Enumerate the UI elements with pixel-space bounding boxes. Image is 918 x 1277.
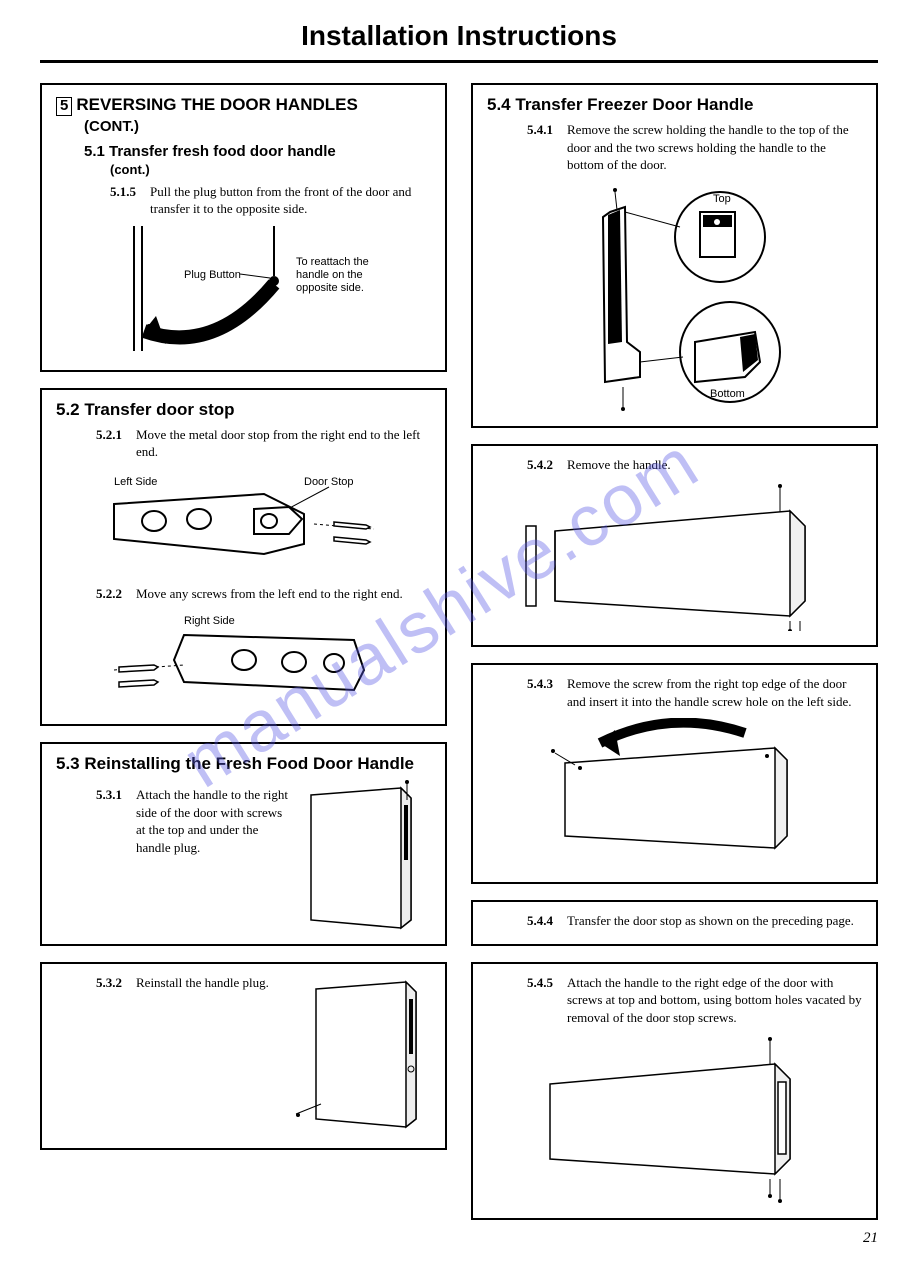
step-text: Attach the handle to the right edge of t… xyxy=(567,974,862,1027)
step-5-2-1: 5.2.1 Move the metal door stop from the … xyxy=(96,426,431,461)
figure-door-stop-left: Left Side Door Stop xyxy=(56,469,431,579)
fig-doorstop: Door Stop xyxy=(304,476,354,488)
sub-5-1-cont: (cont.) xyxy=(110,162,431,177)
step-5-4-3: 5.4.3 Remove the screw from the right to… xyxy=(527,675,862,710)
step-text: Remove the screw from the right top edge… xyxy=(567,675,862,710)
main-section-num: 5 xyxy=(56,97,72,116)
main-section-title: 5 REVERSING THE DOOR HANDLES xyxy=(56,95,431,116)
fig-plug-label: Plug Button xyxy=(184,269,241,281)
sub-5-1-title: 5.1 Transfer fresh food door handle xyxy=(84,143,431,160)
right-column: 5.4 Transfer Freezer Door Handle 5.4.1 R… xyxy=(471,83,878,1220)
main-section-text: REVERSING THE DOOR HANDLES xyxy=(76,95,357,116)
fig-top-label: Top xyxy=(713,193,731,205)
fig-bottom-label: Bottom xyxy=(710,388,745,400)
step-text: Attach the handle to the right side of t… xyxy=(136,786,291,930)
box-5-4-4: 5.4.4 Transfer the door stop as shown on… xyxy=(471,900,878,946)
step-text: Remove the screw holding the handle to t… xyxy=(567,121,862,174)
page-title: Installation Instructions xyxy=(40,20,878,63)
sub-5-3-title: 5.3 Reinstalling the Fresh Food Door Han… xyxy=(56,754,431,774)
box-5-3-2: 5.3.2 Reinstall the handle plug. xyxy=(40,962,447,1150)
step-5-4-1: 5.4.1 Remove the screw holding the handl… xyxy=(527,121,862,174)
sub-5-2-title: 5.2 Transfer door stop xyxy=(56,400,431,420)
step-text: Move the metal door stop from the right … xyxy=(136,426,431,461)
fig-reattach-label: To reattach the handle on the opposite s… xyxy=(296,256,391,296)
step-num: 5.4.3 xyxy=(527,675,561,710)
step-num: 5.2.1 xyxy=(96,426,130,461)
box-5-2: 5.2 Transfer door stop 5.2.1 Move the me… xyxy=(40,388,447,727)
figure-reinstall-door xyxy=(301,780,431,930)
step-text: Pull the plug button from the front of t… xyxy=(150,183,431,218)
step-text: Transfer the door stop as shown on the p… xyxy=(567,912,862,930)
step-5-1-5: 5.1.5 Pull the plug button from the fron… xyxy=(110,183,431,218)
figure-plug-button: Plug Button To reattach the handle on th… xyxy=(56,226,431,356)
content-columns: 5 REVERSING THE DOOR HANDLES (CONT.) 5.1… xyxy=(40,83,878,1220)
figure-door-stop-right: Right Side xyxy=(56,610,431,710)
step-5-3-2: 5.3.2 Reinstall the handle plug. xyxy=(96,974,281,1134)
step-5-3-1: 5.3.1 Attach the handle to the right sid… xyxy=(96,786,291,930)
box-5-3: 5.3 Reinstalling the Fresh Food Door Han… xyxy=(40,742,447,946)
figure-freezer-handle: Top Bottom xyxy=(487,182,862,412)
step-5-4-5: 5.4.5 Attach the handle to the right edg… xyxy=(527,974,862,1027)
step-num: 5.3.2 xyxy=(96,974,130,1134)
step-text: Reinstall the handle plug. xyxy=(136,974,281,1134)
figure-transfer-screw xyxy=(487,718,862,868)
step-5-4-4: 5.4.4 Transfer the door stop as shown on… xyxy=(527,912,862,930)
step-text: Remove the handle. xyxy=(567,456,862,474)
figure-handle-plug xyxy=(291,974,431,1134)
figure-remove-handle xyxy=(487,481,862,631)
step-text: Move any screws from the left end to the… xyxy=(136,585,431,603)
fig-rightside: Right Side xyxy=(184,615,235,627)
step-num: 5.4.1 xyxy=(527,121,561,174)
step-5-4-2: 5.4.2 Remove the handle. xyxy=(527,456,862,474)
box-5-1-5: 5 REVERSING THE DOOR HANDLES (CONT.) 5.1… xyxy=(40,83,447,372)
page-number: 21 xyxy=(40,1230,878,1247)
step-num: 5.4.4 xyxy=(527,912,561,930)
left-column: 5 REVERSING THE DOOR HANDLES (CONT.) 5.1… xyxy=(40,83,447,1220)
main-cont: (CONT.) xyxy=(84,118,431,135)
step-5-2-2: 5.2.2 Move any screws from the left end … xyxy=(96,585,431,603)
step-num: 5.4.2 xyxy=(527,456,561,474)
step-num: 5.1.5 xyxy=(110,183,144,218)
figure-attach-handle xyxy=(487,1034,862,1204)
box-5-4-5: 5.4.5 Attach the handle to the right edg… xyxy=(471,962,878,1221)
box-5-4-3: 5.4.3 Remove the screw from the right to… xyxy=(471,663,878,884)
box-5-4-1: 5.4 Transfer Freezer Door Handle 5.4.1 R… xyxy=(471,83,878,428)
fig-leftside: Left Side xyxy=(114,476,157,488)
step-num: 5.4.5 xyxy=(527,974,561,1027)
step-num: 5.2.2 xyxy=(96,585,130,603)
box-5-4-2: 5.4.2 Remove the handle. xyxy=(471,444,878,648)
step-num: 5.3.1 xyxy=(96,786,130,930)
sub-5-4-title: 5.4 Transfer Freezer Door Handle xyxy=(487,95,862,115)
